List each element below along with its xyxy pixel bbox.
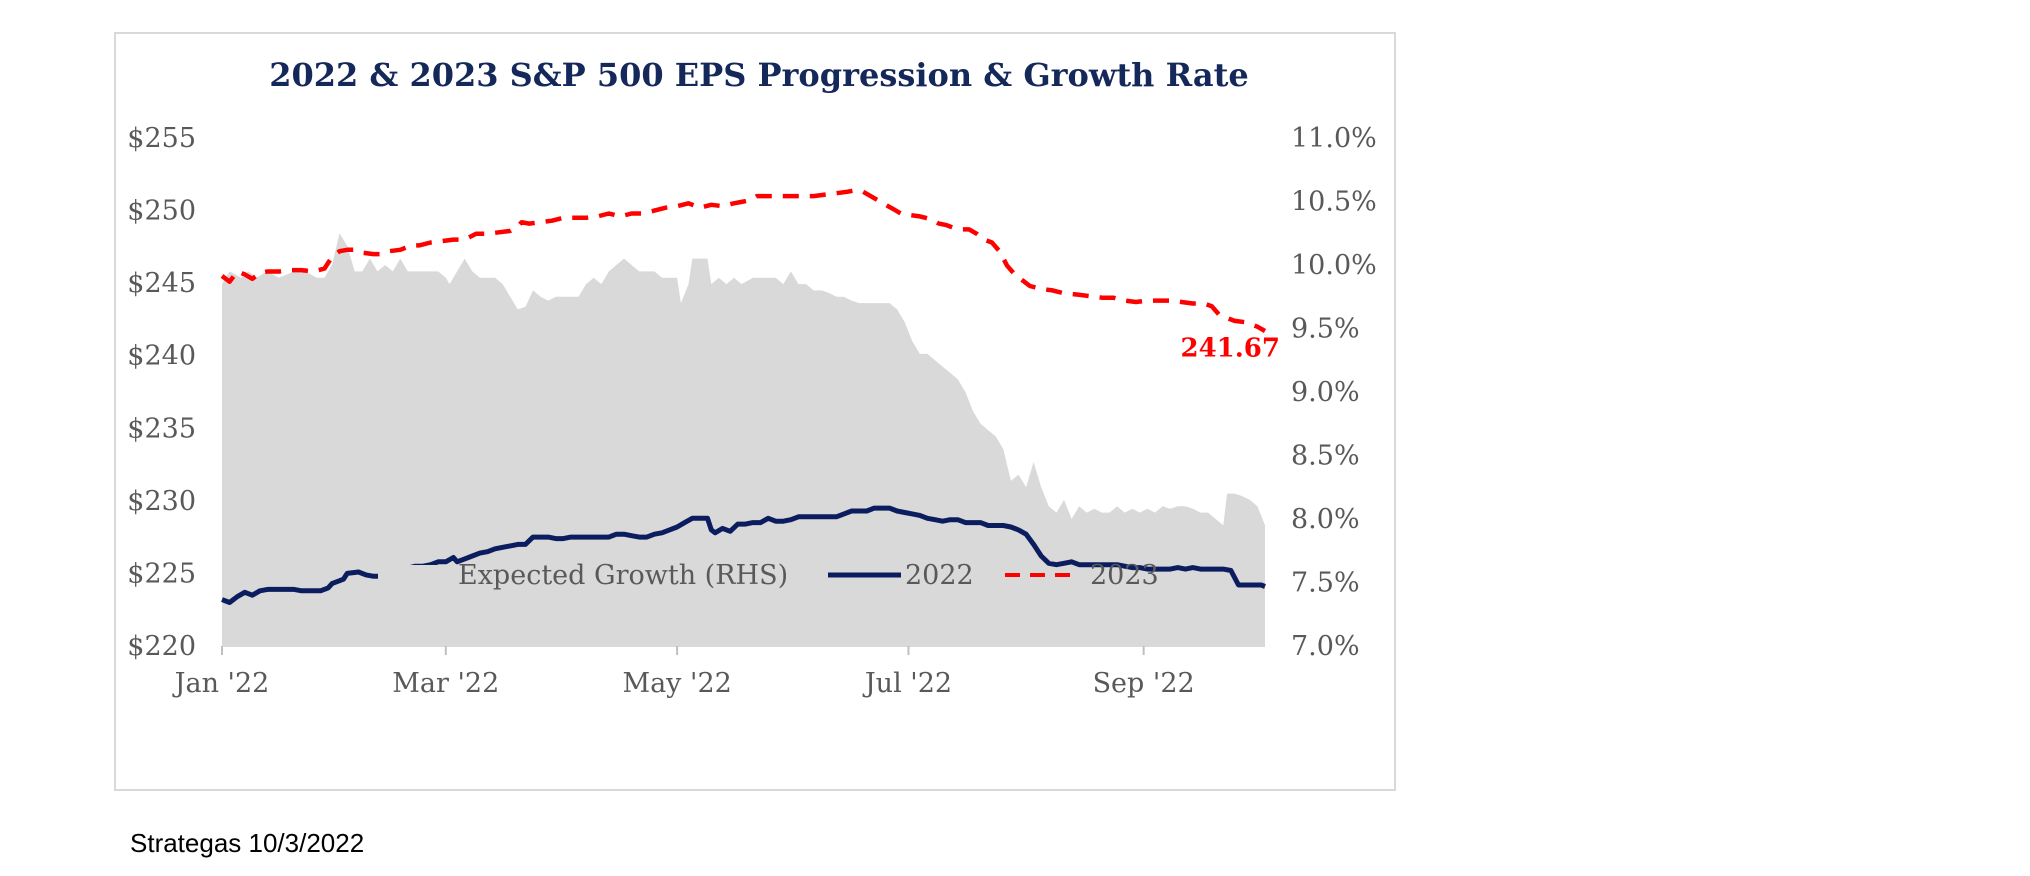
annotation-2023-end-value: 241.67 <box>1180 333 1280 363</box>
chart-svg: 2022 & 2023 S&P 500 EPS Progression & Gr… <box>127 56 1377 699</box>
y-right-tick-label: 10.5% <box>1291 187 1377 218</box>
x-tick-label: Jan '22 <box>172 668 270 699</box>
series-line-2023 <box>220 188 1267 333</box>
y-right-tick-label: 10.0% <box>1291 250 1377 281</box>
y-left-tick-label: $255 <box>127 123 196 154</box>
x-tick-label: Sep '22 <box>1093 668 1195 699</box>
y-right-tick-label: 8.0% <box>1291 504 1360 535</box>
y-left-tick-label: $250 <box>127 196 196 227</box>
chart-title: 2022 & 2023 S&P 500 EPS Progression & Gr… <box>269 56 1249 94</box>
expected-growth-area-layer <box>222 233 1265 647</box>
y-left-tick-label: $220 <box>127 631 196 662</box>
y-right-tick-label: 9.5% <box>1291 314 1360 345</box>
legend-label-2022: 2022 <box>905 560 974 591</box>
y-left-tick-label: $225 <box>127 558 196 589</box>
y-right-tick-label: 9.0% <box>1291 377 1360 408</box>
y-right-tick-label: 11.0% <box>1291 123 1377 154</box>
chart-frame: 2022 & 2023 S&P 500 EPS Progression & Gr… <box>114 32 1396 791</box>
axes-layer: $220 $225 $230 $235 $240 $245 $250 $255 7.0% 7.5%… <box>127 123 1377 699</box>
series-area-expected-growth <box>222 233 1265 647</box>
y-left-tick-label: $230 <box>127 486 196 517</box>
y-right-tick-label: 8.5% <box>1291 441 1360 472</box>
source-note: Strategas 10/3/2022 <box>130 828 365 858</box>
x-tick-label: May '22 <box>622 668 731 699</box>
legend-label-2023: 2023 <box>1090 560 1159 591</box>
legend-swatch-expected-growth <box>378 565 450 585</box>
y-right-tick-label: 7.5% <box>1291 568 1360 599</box>
y-right-tick-label: 7.0% <box>1291 631 1360 662</box>
legend: Expected Growth (RHS) 2022 2023 <box>378 560 1159 591</box>
y-left-tick-label: $235 <box>127 413 196 444</box>
x-tick-label: Mar '22 <box>392 668 499 699</box>
y-left-tick-label: $245 <box>127 268 196 299</box>
y-left-tick-label: $240 <box>127 341 196 372</box>
legend-label-expected-growth: Expected Growth (RHS) <box>458 560 788 591</box>
x-tick-label: Jul '22 <box>862 668 952 699</box>
